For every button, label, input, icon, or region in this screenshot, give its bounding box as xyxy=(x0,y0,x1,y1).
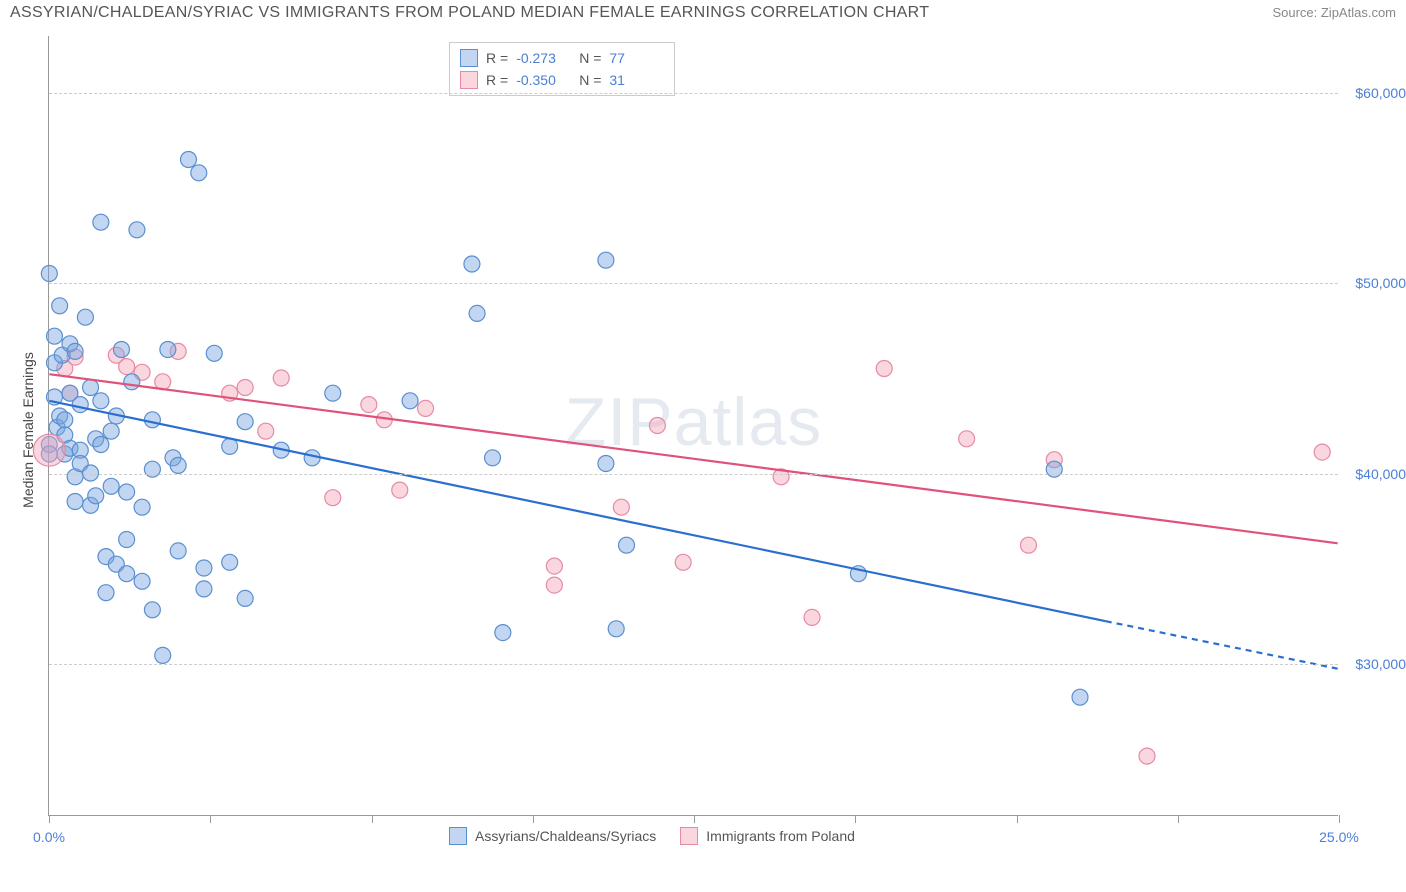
scatter-plot xyxy=(49,36,1338,815)
y-tick-label: $60,000 xyxy=(1355,85,1406,101)
swatch-icon xyxy=(460,49,478,67)
y-tick-label: $30,000 xyxy=(1355,656,1406,672)
n-value: 77 xyxy=(609,50,664,66)
swatch-icon xyxy=(680,827,698,845)
r-value: -0.273 xyxy=(516,50,571,66)
legend-stats: R = -0.273 N = 77 R = -0.350 N = 31 xyxy=(449,42,675,96)
swatch-icon xyxy=(460,71,478,89)
chart-title: ASSYRIAN/CHALDEAN/SYRIAC VS IMMIGRANTS F… xyxy=(10,4,929,22)
chart-area: ZIPatlas R = -0.273 N = 77 R = -0.350 N … xyxy=(48,36,1338,816)
legend-stats-row: R = -0.350 N = 31 xyxy=(460,69,664,91)
r-label: R = xyxy=(486,50,508,66)
legend-item: Assyrians/Chaldeans/Syriacs xyxy=(449,827,656,845)
n-label: N = xyxy=(579,72,601,88)
legend-item: Immigrants from Poland xyxy=(680,827,855,845)
y-axis-label: Median Female Earnings xyxy=(20,352,36,508)
n-label: N = xyxy=(579,50,601,66)
x-tick-label: 25.0% xyxy=(1319,829,1359,845)
source-label: Source: ZipAtlas.com xyxy=(1272,5,1396,20)
legend-label: Immigrants from Poland xyxy=(706,828,855,844)
y-tick-label: $40,000 xyxy=(1355,466,1406,482)
legend-label: Assyrians/Chaldeans/Syriacs xyxy=(475,828,656,844)
swatch-icon xyxy=(449,827,467,845)
r-value: -0.350 xyxy=(516,72,571,88)
x-tick-label: 0.0% xyxy=(33,829,65,845)
y-tick-label: $50,000 xyxy=(1355,275,1406,291)
legend-series: Assyrians/Chaldeans/Syriacs Immigrants f… xyxy=(449,827,855,845)
n-value: 31 xyxy=(609,72,664,88)
legend-stats-row: R = -0.273 N = 77 xyxy=(460,47,664,69)
r-label: R = xyxy=(486,72,508,88)
